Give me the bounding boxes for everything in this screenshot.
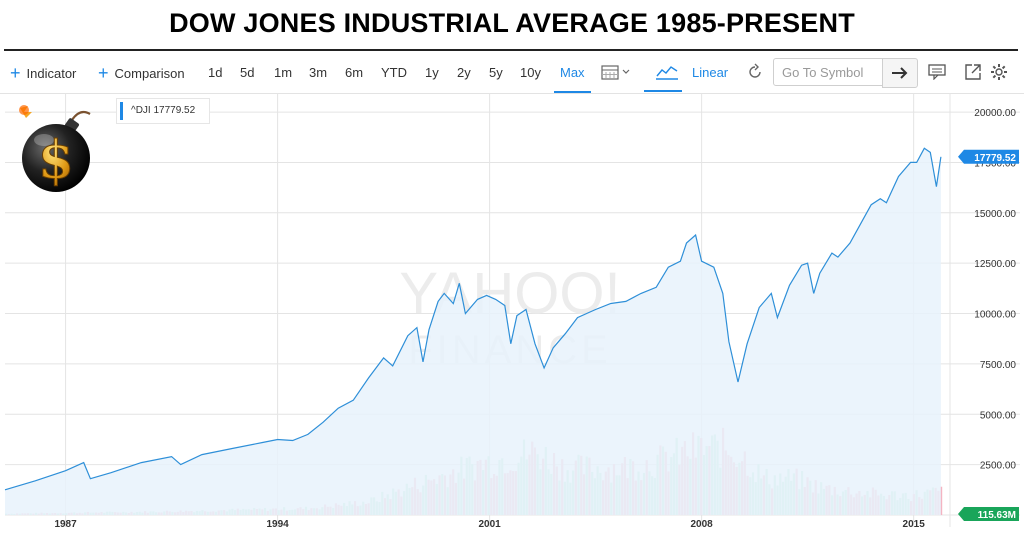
chart-type-underline [644,90,682,92]
go-button[interactable] [882,58,918,88]
calendar-icon[interactable] [600,61,632,83]
y-tick-label: 5000.00 [980,410,1017,421]
price-badges: 17779.52 115.63M [958,149,1019,521]
x-tick-label: 2008 [691,519,714,530]
y-tick-label: 17500.00 [974,158,1016,169]
volume-label: 115.63M [978,510,1016,521]
volume-bar [940,486,943,515]
range-5d[interactable]: 5d [240,65,255,80]
range-5y[interactable]: 5y [489,65,503,80]
y-tick-label: 10000.00 [974,310,1016,321]
settings-gear-icon[interactable] [988,61,1010,83]
dow-chart: YAHOO! FINANCE 20000.0017500.0015000.001… [4,93,1020,530]
range-10y[interactable]: 10y [520,65,541,80]
last-price-label: 17779.52 [974,153,1016,164]
range-1m[interactable]: 1m [274,65,293,80]
y-axis: 20000.00 17500.00 15000.00 12500.00 10000.00… [974,108,1016,522]
x-tick-label: 1987 [54,519,77,530]
scale-toggle[interactable]: Linear [692,65,729,80]
page-title: DOW JONES INDUSTRIAL AVERAGE 1985-PRESEN… [169,8,855,38]
x-tick-label: 2015 [903,519,926,530]
expand-icon[interactable] [962,61,984,83]
y-tick-label: 7500.00 [980,360,1017,371]
indicator-button[interactable]: + Indicator [10,63,77,83]
volume-badge [958,507,1019,521]
symbol-search-input[interactable] [773,58,883,86]
title-rule [4,49,1018,51]
price-area [5,148,941,516]
legend-swatch [120,102,123,120]
x-tick-label: 1994 [266,519,289,530]
dollar-bomb-logo: $ [19,105,91,192]
series-legend: ^DJI 17779.52 [116,98,210,124]
dollar-sign-icon: $ [38,130,74,191]
range-1y[interactable]: 1y [425,65,439,80]
range-max[interactable]: Max [554,55,591,93]
range-ytd[interactable]: YTD [381,65,407,80]
arrow-right-icon [892,67,908,79]
range-6m[interactable]: 6m [345,65,364,80]
plus-icon: + [10,63,21,83]
plus-icon: + [98,63,109,83]
range-2y[interactable]: 2y [457,65,471,80]
legend-label: ^DJI 17779.52 [131,105,196,116]
range-1d[interactable]: 1d [208,65,223,80]
y-tick-label: 2500.00 [980,461,1017,472]
last-price-badge [958,149,1019,164]
chart-toolbar: + Indicator + Comparison 1d 5d 1m 3m 6m YT… [0,55,1024,94]
price-line [4,147,942,491]
range-3m[interactable]: 3m [309,65,328,80]
reset-icon[interactable] [744,61,766,83]
y-tick-label: 12500.00 [974,259,1016,270]
y-tick-label: 15000.00 [974,209,1016,220]
comparison-button[interactable]: + Comparison [98,63,185,83]
x-axis: 1987 1994 2001 2008 2015 [54,519,925,530]
y-tick-label: 20000.00 [974,108,1016,119]
chart-type-icon[interactable] [650,61,684,83]
comments-icon[interactable] [926,61,948,83]
x-tick-label: 2001 [478,519,501,530]
